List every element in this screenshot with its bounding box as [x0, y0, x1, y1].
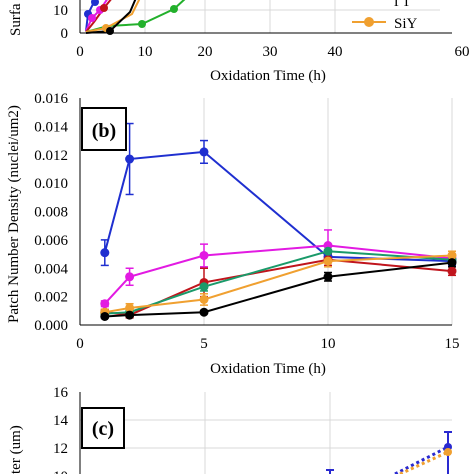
panel-b-ytick: 0.004	[34, 261, 68, 277]
panel-b-series-line	[104, 244, 453, 305]
panel-b-xtick: 15	[445, 336, 460, 352]
panel-a-xtick: 60	[455, 44, 470, 60]
panel-b-ytick: 0.002	[34, 290, 68, 306]
panel-c-series-blue	[394, 445, 449, 474]
panel-c-ytick: 14	[53, 413, 69, 429]
panel-a-marker	[100, 4, 108, 12]
panel-b-ytick: 0.014	[34, 119, 68, 135]
panel-a-markers	[84, 0, 178, 35]
panel-b-error-bars	[100, 122, 456, 319]
panel-b-ylabel: Patch Number Density (nuclei/um2)	[6, 105, 22, 323]
panel-b-marker	[323, 272, 333, 282]
panel-a-marker	[106, 27, 114, 35]
panel-c: 16 14 12 10 ter (um) (c)	[8, 385, 452, 474]
panel-b-marker	[447, 250, 457, 260]
panel-b-xtick: 5	[200, 336, 208, 352]
panel-a-ytick: 0	[61, 26, 69, 42]
panel-b-marker	[199, 147, 209, 157]
panel-b-ytick: 0.012	[34, 148, 68, 164]
panel-c-ytick: 12	[53, 441, 68, 457]
panel-a-marker	[138, 20, 146, 28]
panel-b-ytick: 0.000	[34, 318, 68, 334]
panel-a-ylabel: Surfa	[8, 3, 24, 36]
panel-b-marker	[447, 258, 457, 268]
panel-a-marker	[170, 5, 178, 13]
panel-b-marker	[100, 248, 110, 258]
panel-a-legend-marker	[364, 17, 374, 27]
panel-b-x-tick-labels: 0 5 10 15	[76, 336, 459, 352]
panel-b-marker	[125, 272, 135, 282]
panel-b-marker	[199, 282, 209, 292]
panel-b-marker	[447, 266, 457, 276]
panel-b-label: (b)	[92, 120, 116, 142]
panel-b-ytick: 0.016	[34, 91, 68, 107]
panel-a-series-black	[85, 0, 137, 34]
panel-b-marker	[125, 154, 135, 164]
panel-b-axes	[79, 98, 452, 326]
panel-c-ylabel: ter (um)	[8, 425, 24, 474]
panel-a-xtick: 30	[263, 44, 278, 60]
panel-a-legend-entry: SiY	[394, 16, 418, 32]
panel-b-ytick: 0.010	[34, 176, 68, 192]
panel-a: Surfa 0 10 0 10 20 30 40 60 Oxidation Ti…	[8, 0, 470, 84]
panel-b-y-tick-labels: 0.000 0.002 0.004 0.006 0.008 0.010 0.012 0.014…	[34, 91, 68, 334]
panel-b-xlabel: Oxidation Time (h)	[210, 361, 326, 377]
panel-b-series-line	[103, 150, 453, 263]
panel-a-xtick: 10	[138, 44, 153, 60]
panel-c-label-box	[81, 407, 125, 449]
panel-b-markers	[100, 147, 457, 321]
panel-b-marker	[100, 311, 110, 321]
panel-b-label-box	[81, 107, 127, 151]
panel-b-marker	[323, 256, 333, 266]
panel-c-gridlines	[80, 392, 452, 474]
panel-b-marker	[323, 246, 333, 256]
panel-b-marker	[199, 250, 209, 260]
panel-c-ytick-partial: 10	[53, 469, 68, 474]
panel-b-xtick: 0	[76, 336, 84, 352]
panel-c-marker	[444, 448, 452, 456]
panel-a-series-orange	[85, 0, 141, 33]
panel-a-ytick: 10	[53, 3, 68, 19]
panel-b-marker	[199, 294, 209, 304]
panel-a-legend-entry: ГТ	[394, 0, 411, 10]
panel-c-series-orange	[399, 450, 449, 474]
panel-b-marker	[125, 303, 135, 313]
panel-b-xtick: 10	[321, 336, 336, 352]
panel-a-marker	[88, 14, 96, 22]
panel-c-label: (c)	[92, 418, 114, 440]
panel-b-marker	[199, 307, 209, 317]
panel-a-xtick: 0	[76, 44, 84, 60]
panel-b-marker	[125, 310, 135, 320]
panel-a-xtick: 40	[328, 44, 343, 60]
panel-b: 0.000 0.002 0.004 0.006 0.008 0.010 0.012 0.014…	[6, 91, 460, 377]
panel-b-series	[103, 150, 453, 318]
panel-b-ytick: 0.008	[34, 205, 68, 221]
panel-a-series-red	[85, 0, 112, 33]
panel-a-legend: ГТ SiY	[352, 0, 418, 32]
panel-a-xlabel: Oxidation Time (h)	[210, 68, 326, 84]
panel-a-gridlines	[80, 0, 440, 33]
panel-b-series-line	[104, 261, 453, 318]
panel-b-gridlines	[203, 98, 453, 325]
panel-b-ytick: 0.006	[34, 233, 68, 249]
panel-c-series	[394, 445, 449, 474]
panel-b-marker	[100, 299, 110, 309]
panel-a-marker	[91, 0, 99, 6]
panel-a-xtick: 20	[198, 44, 213, 60]
panel-c-ytick: 16	[53, 385, 69, 401]
